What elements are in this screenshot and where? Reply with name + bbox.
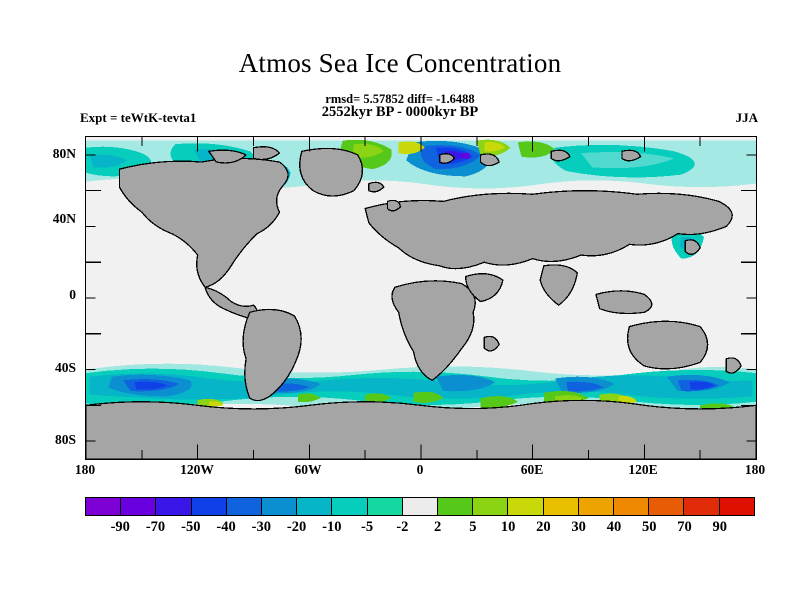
axis-ticks	[86, 137, 756, 459]
colorbar-tick-label: 10	[500, 519, 516, 535]
colorbar-swatch	[367, 498, 403, 515]
colorbar-tick-label: -10	[322, 519, 342, 535]
x-tick-label-120e: 120E	[628, 462, 658, 477]
colorbar-swatch	[297, 498, 333, 515]
colorbar-swatch	[543, 498, 579, 515]
x-tick-label-120w: 120W	[180, 462, 214, 477]
colorbar-swatch	[226, 498, 263, 515]
x-tick-label-60w: 60W	[294, 462, 322, 477]
colorbar-tick-label: 70	[677, 519, 692, 535]
rmsd-annotation: rmsd= 5.57852 diff= -1.6488	[325, 92, 475, 106]
period-annotation: 2552kyr BP - 0000kyr BP	[321, 104, 479, 120]
experiment-label: Expt = teWtK-tevta1	[80, 110, 197, 125]
y-tick-label-40n: 40N	[52, 211, 76, 226]
y-tick-label-80s: 80S	[54, 432, 76, 447]
season-label: JJA	[735, 110, 758, 125]
colorbar-swatch	[719, 498, 754, 515]
colorbar-tick-label: 90	[712, 519, 727, 535]
colorbar-tick-label: -40	[216, 519, 236, 535]
colorbar-swatch	[156, 498, 192, 515]
colorbar-tick-label: -50	[181, 519, 201, 535]
colorbar-tick-label: -70	[145, 519, 166, 535]
page-title: Atmos Sea Ice Concentration	[238, 48, 562, 78]
colorbar-swatch	[508, 498, 544, 515]
x-tick-label-0: 0	[416, 462, 424, 477]
colorbar-swatch	[684, 498, 720, 515]
y-tick-label-40s: 40S	[54, 360, 76, 375]
x-tick-label-60e: 60E	[520, 462, 544, 477]
colorbar-tick-label: 30	[571, 519, 586, 535]
colorbar-tick-label: -90	[110, 519, 130, 535]
colorbar-tick-label: 20	[536, 519, 551, 535]
x-tick-label-180w: 180	[74, 462, 96, 477]
colorbar-tick-label: -20	[286, 519, 307, 535]
colorbar-tick-label: -30	[251, 519, 271, 535]
colorbar-tick-label: 50	[641, 519, 657, 535]
landmasses	[86, 146, 756, 459]
colorbar-swatch	[86, 498, 122, 515]
colorbar-tick-label: 5	[469, 519, 477, 535]
x-tick-label-180e: 180	[744, 462, 766, 477]
colorbar	[85, 497, 755, 516]
colorbar-swatch	[402, 498, 439, 515]
y-tick-label-80n: 80N	[52, 146, 76, 161]
colorbar-tick-label: -5	[361, 519, 374, 535]
colorbar-swatch	[438, 498, 474, 515]
colorbar-swatch	[262, 498, 298, 515]
y-tick-label-0: 0	[69, 287, 76, 302]
colorbar-swatch	[473, 498, 509, 515]
colorbar-tick-label: 2	[434, 519, 442, 535]
colorbar-tick-label: 40	[606, 519, 622, 535]
map-plot-area	[85, 136, 757, 460]
colorbar-swatch	[121, 498, 157, 515]
colorbar-swatch	[578, 498, 615, 515]
colorbar-swatch	[191, 498, 227, 515]
colorbar-swatch	[614, 498, 650, 515]
colorbar-tick-label: -2	[396, 519, 409, 535]
colorbar-swatch	[332, 498, 368, 515]
colorbar-swatch	[649, 498, 685, 515]
world-map	[86, 137, 756, 459]
